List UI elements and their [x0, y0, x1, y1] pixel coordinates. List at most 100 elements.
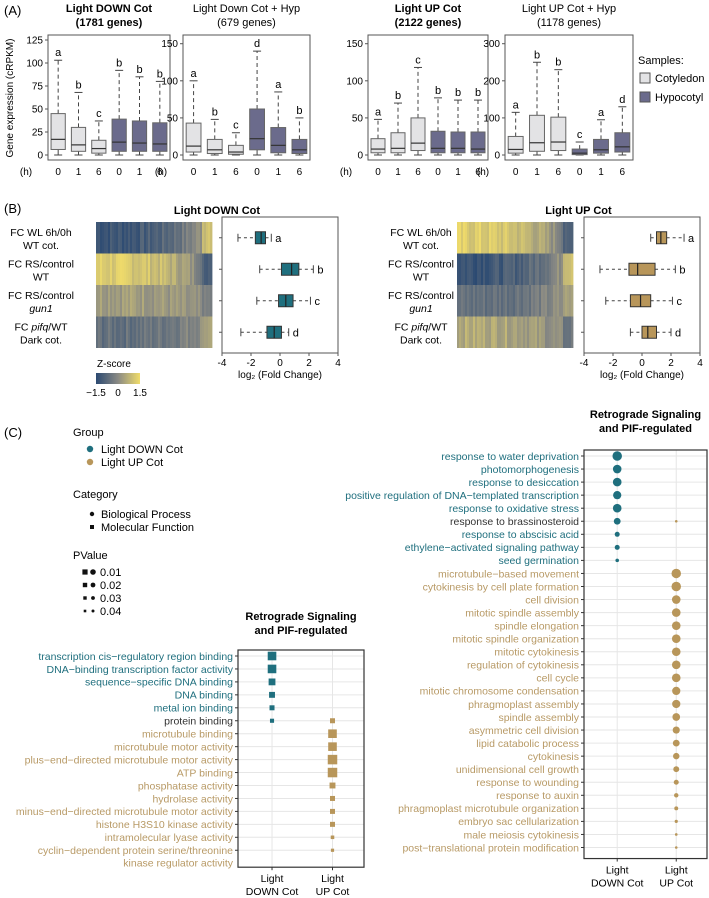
- heatmap-cell: [204, 253, 207, 285]
- enrichment-square: [328, 742, 337, 751]
- heatmap-cell: [569, 285, 572, 317]
- row-label: FC WL 6h/0h: [10, 227, 72, 239]
- legend-pvalue-label: 0.04: [100, 606, 121, 618]
- heatmap-cell: [136, 253, 139, 285]
- heatmap-cell: [515, 285, 518, 317]
- heatmap-cell: [132, 285, 135, 317]
- significance-letter: b: [395, 90, 401, 102]
- heatmap-cell: [485, 285, 488, 317]
- box-iqr: [152, 122, 168, 152]
- heatmap-cell: [134, 316, 137, 348]
- heatmap-cell: [469, 316, 472, 348]
- legend-circle-icon: [90, 582, 96, 588]
- enrichment-dot: [671, 660, 681, 670]
- heatmap-cell: [148, 316, 151, 348]
- significance-letter: b: [75, 79, 81, 91]
- heatmap-cell: [481, 253, 484, 285]
- heatmap-cell: [154, 253, 157, 285]
- heatmap-cell: [493, 316, 496, 348]
- heatmap-cell: [202, 316, 205, 348]
- enrichment-dot: [673, 779, 679, 785]
- heatmap-cell: [168, 253, 171, 285]
- heatmap-cell: [469, 253, 472, 285]
- heatmap-cell: [186, 316, 189, 348]
- enrichment-dot: [671, 581, 681, 592]
- box-iqr: [614, 132, 631, 153]
- heatmap-cell: [152, 253, 155, 285]
- heatmap-cell: [164, 316, 167, 348]
- box-iqr: [529, 114, 545, 152]
- significance-letter: b: [317, 264, 323, 276]
- heatmap-cell: [545, 222, 548, 254]
- heatmap-cell: [549, 253, 552, 285]
- heatmap-cell: [551, 316, 554, 348]
- go-term-label: histone H3S10 kinase activity: [96, 819, 234, 831]
- heatmap-cell: [204, 316, 207, 348]
- boxplot-panel-1: Light DOWN Cot(1781 genes)0255075100125(…: [20, 3, 171, 178]
- legend-category-title: Category: [73, 489, 118, 501]
- heatmap-cell: [110, 253, 113, 285]
- heatmap-cell: [102, 316, 105, 348]
- panel-label-a: (A): [4, 3, 21, 18]
- enrichment-square: [327, 767, 338, 778]
- legend-pvalue-label: 0.02: [100, 580, 121, 592]
- heatmap-cell: [465, 316, 468, 348]
- row-label-line2: gun1: [409, 303, 432, 315]
- heatmap-cell: [146, 253, 149, 285]
- heatmap-cell: [553, 316, 556, 348]
- panel-title: Light DOWN Cot: [174, 205, 260, 217]
- enrichment-dot: [615, 558, 619, 563]
- enrichment-dot: [674, 519, 678, 523]
- box-hypocotyl: d0: [249, 38, 265, 178]
- heatmap-cell: [142, 253, 145, 285]
- go-term-label: ATP binding: [177, 767, 233, 779]
- heatmap-cell: [158, 285, 161, 317]
- heatmap-cell: [479, 316, 482, 348]
- heatmap-cell: [210, 253, 213, 285]
- heatmap-cell: [499, 222, 502, 254]
- heatmap-cell: [104, 253, 107, 285]
- row-label: FC RS/control: [388, 258, 454, 270]
- x-axis-label: log₂ (Fold Change): [600, 370, 684, 381]
- box-cotyledon: a0: [185, 68, 202, 178]
- y-tick-label: 100: [483, 113, 500, 124]
- heatmap-cell: [517, 222, 520, 254]
- dotplot-panel-1: Retrograde Signaling and PIF-regulated tra…: [16, 611, 365, 898]
- heatmap-cell: [150, 285, 153, 317]
- heatmap-cell: [473, 285, 476, 317]
- heatmap-cell: [541, 316, 544, 348]
- enrichment-square: [329, 782, 336, 789]
- go-term-label: mitotic cytokinesis: [494, 647, 579, 659]
- box-iqr: [228, 144, 244, 155]
- heatmap-cell: [471, 253, 474, 285]
- enrichment-dot: [612, 451, 622, 461]
- heatmap-cell: [150, 316, 153, 348]
- plot-frame: [504, 34, 634, 161]
- heatmap-cell: [202, 222, 205, 254]
- colorbar-tick-label: 0: [115, 388, 121, 399]
- heatmap-cell: [525, 285, 528, 317]
- heatmap-cell: [190, 222, 193, 254]
- samples-legend: Samples: Cotyledon Hypocotyl: [638, 55, 705, 104]
- row-label: FC RS/control: [8, 258, 74, 270]
- legend-swatch-hypocotyl: [639, 91, 651, 103]
- panel-title: Light UP Cot + Hyp: [522, 3, 616, 15]
- heatmap-cell: [491, 222, 494, 254]
- heatmap-cell: [539, 222, 542, 254]
- heatmap-cell: [192, 285, 195, 317]
- heatmap-cell: [104, 222, 107, 254]
- box-hypocotyl: b6: [291, 105, 308, 178]
- row-label-line2: WT: [413, 271, 430, 283]
- heatmap-cell: [144, 316, 147, 348]
- go-term-label: microtubule motor activity: [114, 741, 234, 753]
- heatmap-cell: [515, 253, 518, 285]
- heatmap-cell: [559, 222, 562, 254]
- heatmap-cell: [100, 253, 103, 285]
- heatmap-cell: [138, 253, 141, 285]
- heatmap-cell: [156, 285, 159, 317]
- heatmap-cell: [186, 253, 189, 285]
- legend-circle-icon: [89, 511, 95, 517]
- heatmap-cell: [192, 253, 195, 285]
- panel-label-c: (C): [4, 425, 22, 440]
- row-label-part: FC: [14, 321, 31, 333]
